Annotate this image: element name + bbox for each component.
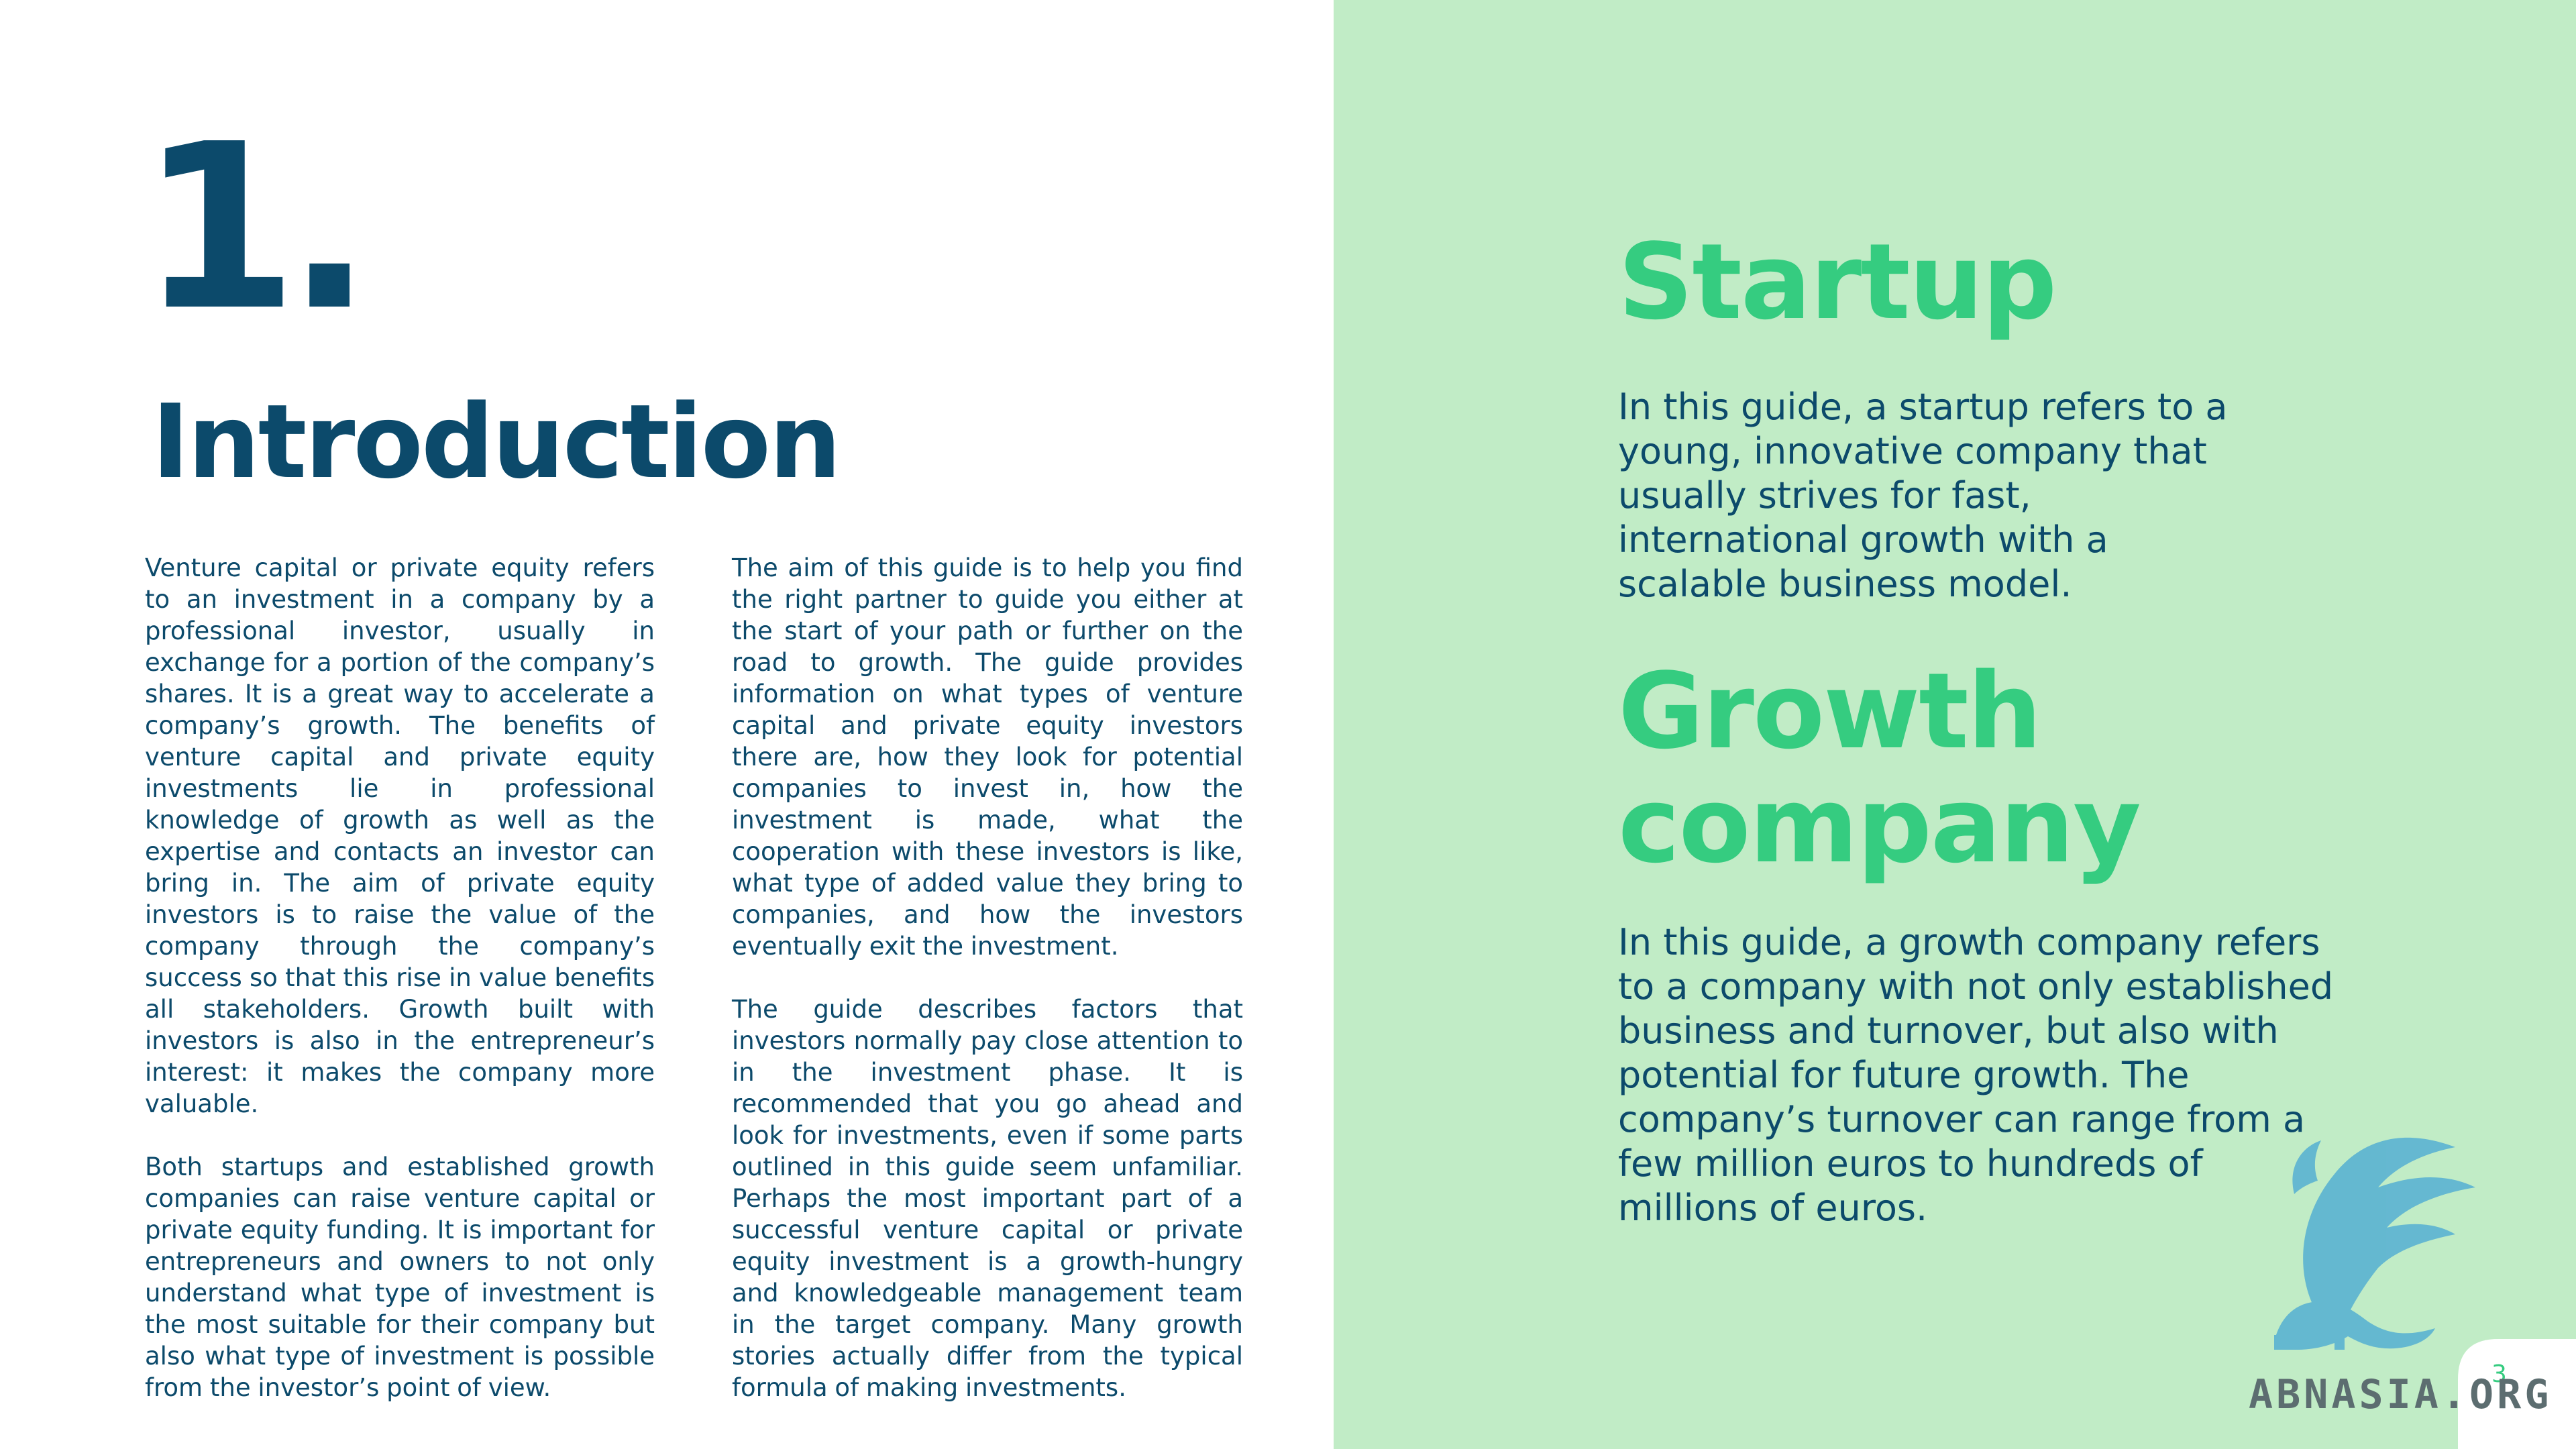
paragraph: The guide describes factors that investo… bbox=[732, 995, 1243, 1402]
paragraph: Both startups and established growth com… bbox=[145, 1152, 655, 1402]
growth-company-heading: Growth company bbox=[1618, 654, 2141, 882]
startup-definition: In this guide, a startup refers to a you… bbox=[1618, 386, 2228, 605]
startup-heading: Startup bbox=[1618, 221, 2057, 343]
paragraph: Venture capital or private equity refers… bbox=[145, 553, 655, 1118]
page-corner-tab bbox=[2458, 1339, 2576, 1449]
growth-heading-line: Growth bbox=[1618, 650, 2042, 772]
body-column-right: The aim of this guide is to help you fin… bbox=[732, 552, 1243, 1435]
growth-company-definition: In this guide, a growth company refers t… bbox=[1618, 921, 2334, 1229]
body-column-left: Venture capital or private equity refers… bbox=[145, 552, 655, 1435]
content-pane bbox=[0, 0, 1334, 1449]
griffin-emblem-icon bbox=[2274, 1137, 2475, 1350]
page-number: 3 bbox=[2491, 1360, 2507, 1388]
paragraph: The aim of this guide is to help you fin… bbox=[732, 553, 1243, 961]
growth-heading-line: company bbox=[1618, 764, 2141, 886]
chapter-number: 1. bbox=[140, 95, 373, 361]
page-title: Introduction bbox=[152, 382, 841, 501]
watermark-text: ABNASIA.ORG bbox=[2249, 1371, 2553, 1418]
